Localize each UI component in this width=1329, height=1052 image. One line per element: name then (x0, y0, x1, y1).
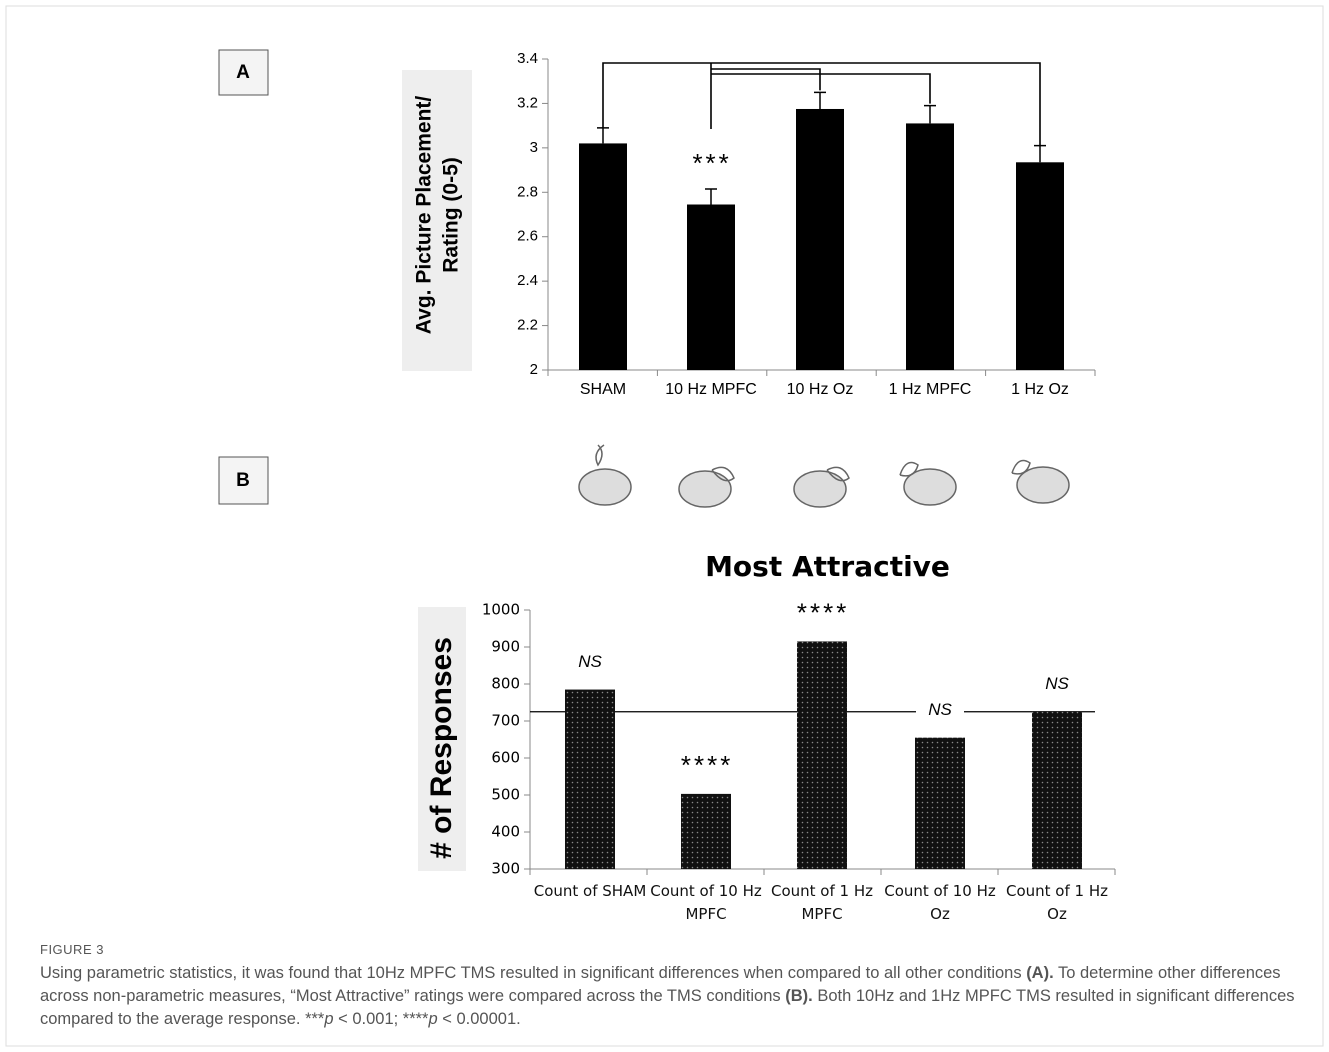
x-tick-label: Count of 10 Hz MPFC (645, 880, 767, 926)
bar (906, 123, 954, 370)
annotation: **** (680, 750, 732, 780)
error-bar (814, 92, 826, 109)
caption-text: < 0.001; **** (334, 1010, 429, 1028)
x-tick-label: 10 Hz Oz (787, 381, 854, 398)
y-tick-label: 2.8 (517, 183, 538, 200)
caption-ref: (A). (1026, 964, 1054, 982)
y-tick-label: 2.4 (517, 272, 538, 289)
y-tick-label: 700 (491, 712, 520, 730)
caption-text: Using parametric statistics, it was foun… (40, 964, 1026, 982)
x-tick-label: 10 Hz MPFC (665, 381, 757, 398)
caption-ref: (B). (785, 987, 813, 1005)
x-tick-label: 1 Hz MPFC (889, 381, 972, 398)
caption-label: FIGURE 3 (40, 942, 104, 957)
annotation: NS (928, 700, 952, 719)
y-tick-label: 300 (491, 860, 520, 878)
error-bar (1034, 146, 1046, 163)
annotation: *** (691, 148, 730, 178)
caption-text: < 0.00001. (438, 1010, 521, 1028)
y-tick-label: 900 (491, 638, 520, 656)
y-tick-label: 400 (491, 823, 520, 841)
x-tick-label: Count of 10 Hz Oz (879, 880, 1001, 926)
annotation: **** (796, 597, 848, 627)
bar (579, 143, 627, 370)
caption-p: p (428, 1010, 437, 1028)
chart-title: Most Attractive (705, 550, 950, 583)
bar (915, 738, 965, 869)
bar (797, 641, 847, 869)
figure: A B 2 2.2 2.4 2.6 2.8 3 3.2 3.4 SHAM 10 Hz MPFC **… (0, 0, 1329, 1052)
bar (565, 690, 615, 869)
bar (1016, 162, 1064, 370)
bar (687, 205, 735, 370)
y-tick-label: 2.6 (517, 228, 538, 245)
y-tick-label: 800 (491, 675, 520, 693)
y-tick-label: 1000 (482, 601, 520, 619)
caption: Using parametric statistics, it was foun… (40, 962, 1300, 1031)
y-tick-label: 2.2 (517, 317, 538, 334)
x-tick-label: Count of 1 Hz MPFC (761, 880, 883, 926)
y-tick-label: 3.2 (517, 94, 538, 111)
annotation: NS (578, 652, 602, 671)
caption-p: p (324, 1010, 333, 1028)
y-tick-label: 500 (491, 786, 520, 804)
panel-label: B (236, 470, 250, 491)
x-tick-label: Count of 1 Hz Oz (996, 880, 1118, 926)
bar (796, 109, 844, 370)
error-bar (597, 128, 609, 144)
y-tick-label: 3 (530, 139, 538, 156)
bracket (711, 69, 820, 90)
y-axis-label: Avg. Picture Placement/ (413, 96, 436, 335)
x-tick-label: 1 Hz Oz (1011, 381, 1069, 398)
brain-icons (579, 445, 1069, 507)
bar (1032, 712, 1082, 869)
bar (681, 794, 731, 869)
error-bar (924, 106, 936, 124)
annotation: NS (1045, 674, 1069, 693)
y-axis-label: # of Responses (425, 637, 458, 859)
y-axis-label: Rating (0-5) (440, 157, 463, 273)
panel-label: A (236, 62, 250, 83)
y-tick-label: 3.4 (517, 50, 538, 67)
x-tick-label: Count of SHAM (529, 880, 651, 903)
y-tick-label: 600 (491, 749, 520, 767)
y-tick-label: 2 (530, 361, 538, 378)
error-bar (705, 189, 717, 205)
x-tick-label: SHAM (580, 381, 626, 398)
